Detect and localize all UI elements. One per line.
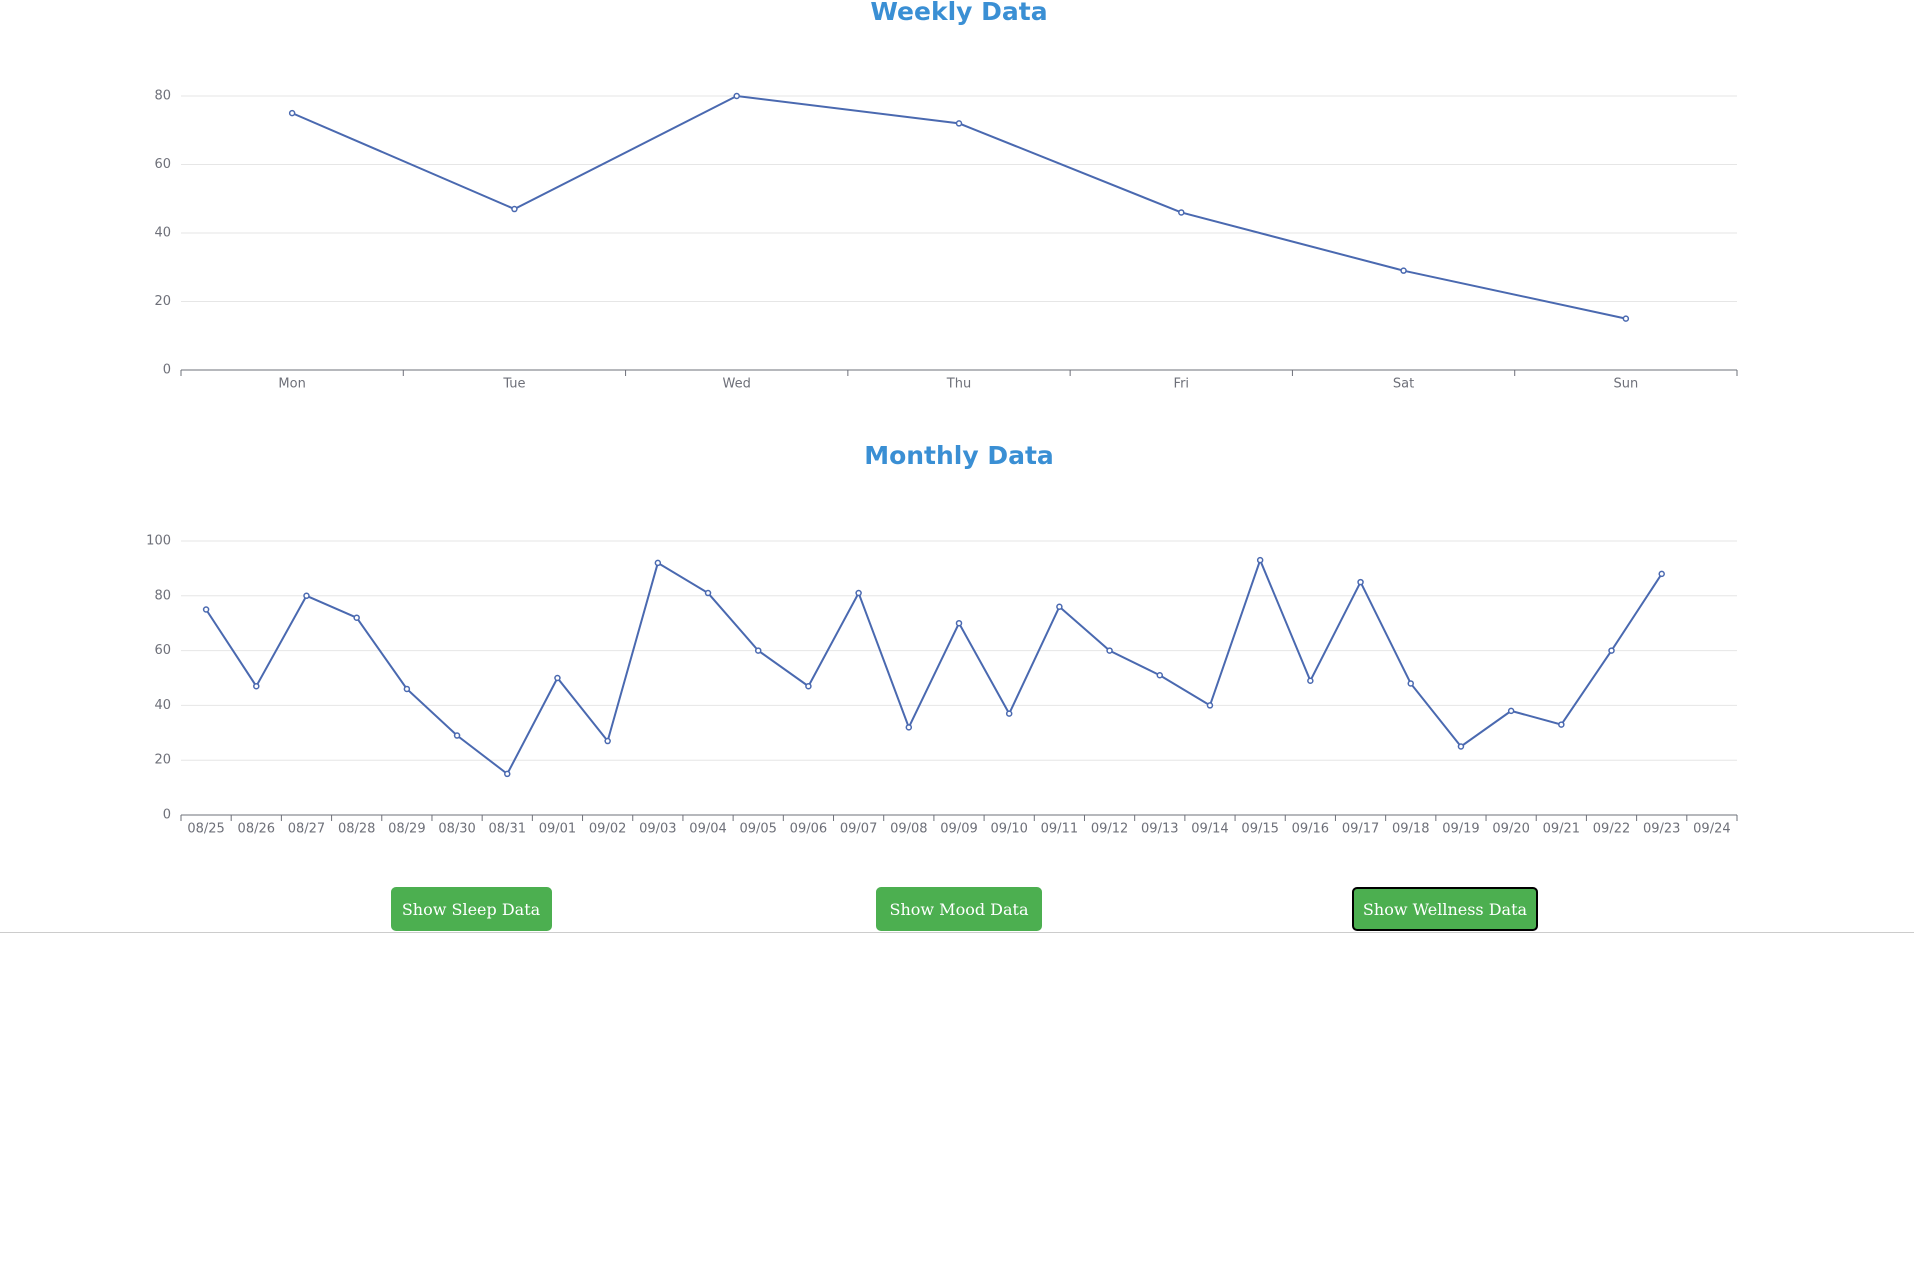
point: [403, 685, 411, 693]
x-tick-label: Sat: [1393, 377, 1414, 392]
point: [1658, 570, 1665, 578]
point: [1558, 721, 1565, 728]
point: [1622, 315, 1630, 322]
x-tick-label: 09/08: [890, 822, 927, 837]
x-tick-label: 09/09: [940, 822, 977, 837]
x-tick-label: 08/28: [338, 822, 375, 837]
x-tick-label: 09/24: [1693, 822, 1730, 837]
point: [955, 120, 963, 127]
point: [1507, 707, 1515, 715]
point: [1256, 556, 1264, 564]
y-tick-label: 60: [154, 643, 171, 658]
point: [1307, 677, 1314, 684]
x-tick-label: Wed: [723, 377, 751, 392]
y-tick-label: 0: [163, 363, 171, 378]
point: [202, 606, 210, 613]
point: [1457, 743, 1465, 750]
x-tick-label: 09/21: [1543, 822, 1580, 837]
x-tick-label: 08/25: [187, 822, 224, 837]
button[interactable]: Show Mood Data: [876, 887, 1042, 931]
y-tick-label: 20: [154, 294, 171, 309]
point: [1178, 209, 1185, 216]
point: [1005, 710, 1013, 717]
line: [205, 557, 1663, 776]
point: [504, 770, 511, 778]
x-tick-label: 09/17: [1342, 822, 1379, 837]
x-tick-label: 09/18: [1392, 822, 1429, 837]
chart-title: Weekly Data: [870, 0, 1047, 26]
point: [1156, 672, 1164, 679]
point: [1106, 647, 1113, 654]
x-tick-label: 09/22: [1593, 822, 1630, 837]
x-tick-label: 09/04: [689, 822, 726, 837]
point: [288, 109, 296, 117]
x-tick-label: 08/30: [438, 822, 475, 837]
point: [905, 724, 913, 731]
point: [805, 682, 812, 690]
x-tick-label: 09/23: [1643, 822, 1680, 837]
point: [1206, 702, 1214, 709]
x-tick-label: Mon: [278, 377, 305, 392]
y-tick-label: 0: [163, 808, 171, 823]
point: [453, 732, 461, 739]
point: [654, 559, 662, 567]
x-tick-label: Thu: [946, 377, 971, 392]
point: [554, 674, 561, 682]
point: [704, 589, 712, 597]
point: [754, 647, 762, 654]
x-tick-label: 09/03: [639, 822, 676, 837]
y-tick-label: 60: [154, 157, 171, 172]
point: [511, 205, 518, 213]
x-tick-label: Sun: [1613, 377, 1638, 392]
x-tick-label: 09/05: [739, 822, 776, 837]
point: [733, 92, 740, 100]
point: [1357, 578, 1364, 586]
x-tick-label: 09/12: [1091, 822, 1128, 837]
x-tick-label: 09/19: [1442, 822, 1479, 837]
point: [604, 737, 611, 745]
point: [1407, 680, 1414, 687]
x-tick-label: 09/13: [1141, 822, 1178, 837]
y-tick-label: 20: [154, 753, 171, 768]
x-tick-label: 09/02: [589, 822, 626, 837]
point: [1056, 603, 1063, 611]
x-tick-label: 09/20: [1492, 822, 1529, 837]
x-tick-label: 09/11: [1041, 822, 1078, 837]
x-tick-label: 09/14: [1191, 822, 1228, 837]
line: [291, 94, 1627, 320]
point: [253, 682, 260, 690]
y-tick-label: 80: [154, 588, 171, 603]
x-tick-label: Fri: [1174, 377, 1190, 392]
point: [1608, 647, 1615, 654]
charts: Weekly Data 0 20 40 60 80 Mon Tue Wed Thu Fri Sat Su…: [146, 0, 1738, 837]
y-tick-label: 80: [154, 89, 171, 104]
button[interactable]: Show Sleep Data: [390, 887, 552, 931]
x-tick-label: Tue: [502, 377, 525, 392]
point: [855, 589, 862, 597]
x-tick-label: 09/01: [539, 822, 576, 837]
x-tick-label: 08/31: [489, 822, 526, 837]
x-tick-label: 08/27: [288, 822, 325, 837]
point: [303, 592, 310, 600]
y-tick-label: 40: [154, 226, 171, 241]
y-tick-label: 100: [146, 534, 171, 549]
x-tick-label: 09/07: [840, 822, 877, 837]
button[interactable]: Show Wellness Data: [1352, 887, 1538, 931]
divider: [0, 932, 1914, 933]
chart-title: Monthly Data: [864, 441, 1054, 470]
y-tick-label: 40: [154, 698, 171, 713]
x-tick-label: 09/10: [990, 822, 1027, 837]
point: [955, 619, 963, 627]
x-tick-label: 09/16: [1292, 822, 1329, 837]
x-tick-label: 09/06: [790, 822, 827, 837]
x-tick-label: 08/26: [238, 822, 275, 837]
point: [353, 614, 360, 621]
x-tick-label: 09/15: [1241, 822, 1278, 837]
point: [1400, 267, 1407, 274]
x-tick-label: 08/29: [388, 822, 425, 837]
